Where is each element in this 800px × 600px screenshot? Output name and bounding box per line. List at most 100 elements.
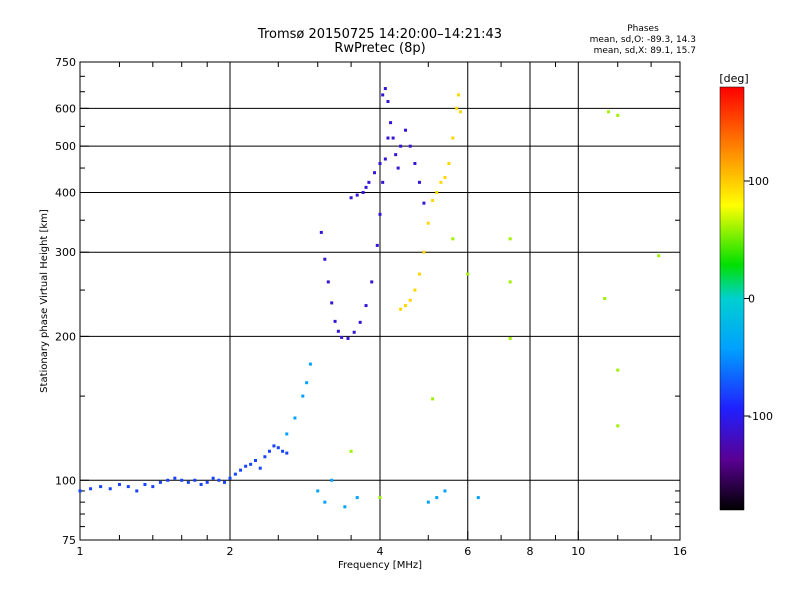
data-point [333,319,337,323]
data-point [135,489,139,493]
data-point [431,397,435,401]
data-point [361,190,365,194]
data-point [166,478,170,482]
gridlines [80,62,680,540]
data-point [426,221,430,225]
x-tick-label: 6 [464,545,471,558]
y-tick-label: 200 [55,330,76,343]
x-axis-label: Frequency [MHz] [338,560,422,571]
y-tick-label: 600 [55,102,76,115]
data-point [355,193,359,197]
data-point [386,136,390,140]
data-point [443,175,447,179]
data-point [476,496,480,500]
x-tick-label: 1 [77,545,84,558]
data-point [616,424,620,428]
data-point [244,464,248,468]
data-point [330,478,334,482]
data-point [305,381,309,385]
data-point [258,466,262,470]
data-point [413,288,417,292]
colorbar [719,86,745,511]
data-point [249,462,253,466]
data-point [399,307,403,311]
data-point [239,468,243,472]
data-point [413,161,417,165]
data-point [276,446,280,450]
data-point [466,272,470,276]
data-point [293,416,297,420]
data-point [447,161,451,165]
data-point [199,482,203,486]
data-point [408,144,412,148]
data-point [151,485,155,489]
data-point [370,280,374,284]
data-point [603,297,607,301]
data-point [607,110,611,114]
data-point [383,87,387,91]
data-point [343,505,347,509]
data-point [403,128,407,132]
data-point [281,449,285,453]
data-point [323,257,327,261]
chart-title: Tromsø 20150725 14:20:00–14:21:43 [257,27,502,42]
data-point [381,180,385,184]
data-point [308,362,312,366]
data-point [455,106,459,110]
x-tick-label: 2 [227,545,234,558]
phases-title: Phases [627,24,659,34]
colorbar-tick-label: -100 [748,410,773,423]
data-point [323,500,327,504]
data-point [373,171,377,175]
data-point [508,280,512,284]
data-point [458,110,462,114]
data-point [253,458,257,462]
data-point [211,476,215,480]
data-point [319,230,323,234]
data-point [439,180,443,184]
data-point [616,113,620,117]
data-point [349,196,353,200]
data-point [316,489,320,493]
data-point [422,201,426,205]
data-point [451,237,455,241]
data-point [326,280,330,284]
data-point [435,496,439,500]
data-point [193,478,197,482]
data-point [431,198,435,202]
data-point [508,237,512,241]
x-tick-label: 16 [673,545,687,558]
data-point [346,336,350,340]
x-tick-label: 4 [377,545,384,558]
axes-ticks: 1 2 4 6 8 10 16 75 100 200 300 400 500 600 750 [55,56,687,558]
data-point [205,480,209,484]
colorbar-label: [deg] [719,72,748,85]
y-axis-label: Stationary phase Virtual Height [km] [39,209,50,393]
data-point [272,444,276,448]
y-tick-label: 400 [55,186,76,199]
data-point [435,190,439,194]
data-point [399,144,403,148]
colorbar-tick-label: 100 [748,175,769,188]
colorbar-ticks: 100 0 -100 [744,175,773,423]
data-point [426,500,430,504]
data-point [228,476,232,480]
data-point [108,487,112,491]
data-point [386,100,390,104]
data-point [389,121,393,125]
x-tick-label: 10 [571,545,585,558]
data-point [375,243,379,247]
y-tick-label: 500 [55,140,76,153]
data-point [408,298,412,302]
data-point [364,185,368,189]
y-tick-label: 75 [62,534,76,547]
data-point [508,336,512,340]
data-point [223,480,227,484]
data-point [301,394,305,398]
data-point [417,272,421,276]
data-point [391,136,395,140]
data-point [422,250,426,254]
data-point [78,489,82,493]
data-point [381,93,385,97]
